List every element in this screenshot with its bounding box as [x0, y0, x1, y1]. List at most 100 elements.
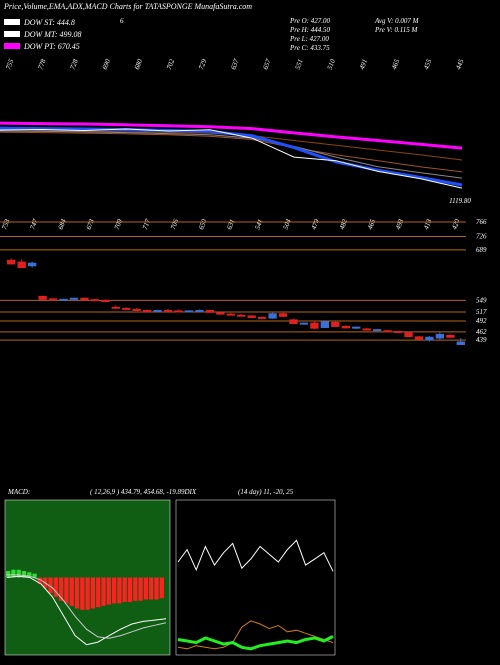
series-line — [0, 131, 463, 173]
histogram-bar — [117, 577, 122, 604]
high-label: 755 — [4, 58, 15, 71]
volume: Avg V: 0.007 M — [374, 17, 420, 25]
high-label: 465 — [390, 58, 401, 71]
candle-body — [372, 329, 382, 332]
candle-body — [90, 299, 100, 302]
histogram-bar — [101, 577, 106, 606]
high-label: 455 — [422, 58, 433, 71]
low-label: 465 — [366, 218, 377, 231]
quote: Pre H: 444.50 — [289, 26, 330, 34]
series-line — [6, 575, 167, 646]
high-label: 551 — [294, 58, 305, 71]
y-tick-label: 549 — [476, 296, 487, 304]
legend-swatch — [4, 31, 20, 37]
y-tick-label: 439 — [476, 336, 487, 344]
candle-body — [331, 321, 340, 327]
series-line — [7, 574, 167, 639]
histogram-bar — [74, 577, 80, 609]
high-label: 778 — [37, 58, 48, 71]
series-line — [0, 121, 463, 150]
candle-body — [383, 330, 392, 333]
y-tick-label: 689 — [476, 246, 487, 254]
high-label: 680 — [133, 58, 144, 71]
panel-frame — [175, 499, 336, 656]
histogram-bar — [122, 577, 127, 603]
low-label: 493 — [394, 218, 405, 231]
low-label: 717 — [141, 218, 152, 231]
histogram-bar — [133, 577, 138, 601]
candle-body — [320, 321, 330, 328]
legend-label: DOW PT: 670.45 — [23, 42, 80, 51]
candle-body — [17, 261, 26, 269]
high-label: 657 — [262, 58, 273, 71]
candle-body — [404, 332, 413, 338]
candle-body — [341, 325, 350, 329]
candle-body — [425, 336, 434, 341]
candle-body — [310, 322, 319, 329]
candle-body — [111, 306, 120, 309]
histogram-bar — [59, 577, 64, 601]
histogram-bar — [138, 577, 143, 601]
candle-body — [101, 299, 110, 302]
low-label: 504 — [282, 218, 293, 231]
candle-body — [174, 310, 183, 313]
low-label: 479 — [310, 218, 321, 231]
y-tick-label: 462 — [476, 328, 487, 336]
histogram-bar — [112, 577, 117, 604]
candle-body — [362, 328, 371, 331]
candle-body — [48, 298, 58, 301]
high-label: 445 — [454, 58, 465, 71]
candle-body — [278, 313, 288, 317]
annotation: 1119.80 — [449, 197, 471, 205]
candle-body — [80, 297, 89, 301]
histogram-bar — [6, 571, 11, 578]
histogram-bar — [106, 577, 111, 605]
candle-body — [142, 310, 152, 313]
histogram-bar — [48, 577, 53, 593]
candle-body — [237, 314, 246, 317]
candle-body — [268, 313, 277, 319]
candle-body — [195, 310, 204, 313]
adx-label: (14 day) 11, -20, 25 — [238, 488, 294, 496]
low-label: 747 — [28, 218, 39, 231]
histogram-bar — [85, 577, 90, 610]
high-label: 690 — [101, 58, 112, 71]
quote: Pre O: 427.00 — [289, 17, 330, 25]
low-label: 541 — [253, 218, 264, 231]
candle-body — [226, 313, 235, 316]
high-label: 729 — [197, 58, 208, 71]
histogram-bar — [127, 577, 133, 603]
histogram-bar — [149, 577, 154, 600]
histogram-bar — [16, 569, 21, 578]
candle-body — [122, 307, 131, 310]
candle-body — [257, 316, 267, 319]
macd-params: ( 12,26,9 ) 434.79, 454.68, -19.89DIX — [90, 488, 197, 496]
high-label: 702 — [165, 58, 176, 71]
quote: Pre C: 433.75 — [289, 44, 330, 52]
histogram-bar — [64, 577, 69, 604]
high-label: 637 — [229, 58, 240, 71]
histogram-bar — [159, 577, 164, 599]
candle-body — [163, 310, 173, 313]
low-label: 684 — [57, 218, 68, 231]
candle-body — [132, 308, 141, 311]
y-tick-label: 517 — [476, 308, 487, 316]
legend-label: DOW MT: 499.08 — [23, 30, 82, 39]
candle-body — [435, 333, 445, 339]
histogram-bar — [96, 577, 101, 608]
candle-body — [153, 310, 162, 313]
candle-body — [393, 330, 403, 333]
candle-body — [456, 341, 465, 345]
histogram-bar — [143, 577, 149, 600]
series-line — [0, 130, 463, 179]
candle-body — [184, 310, 194, 313]
y-tick-label: 726 — [476, 232, 487, 240]
histogram-bar — [90, 577, 96, 609]
y-tick-label: 766 — [476, 218, 487, 226]
candle-body — [289, 319, 298, 325]
candle-body — [59, 298, 68, 301]
low-label: 753 — [0, 218, 11, 231]
low-label: 709 — [113, 218, 124, 231]
candle-body — [69, 297, 79, 300]
high-label: 510 — [326, 58, 337, 71]
